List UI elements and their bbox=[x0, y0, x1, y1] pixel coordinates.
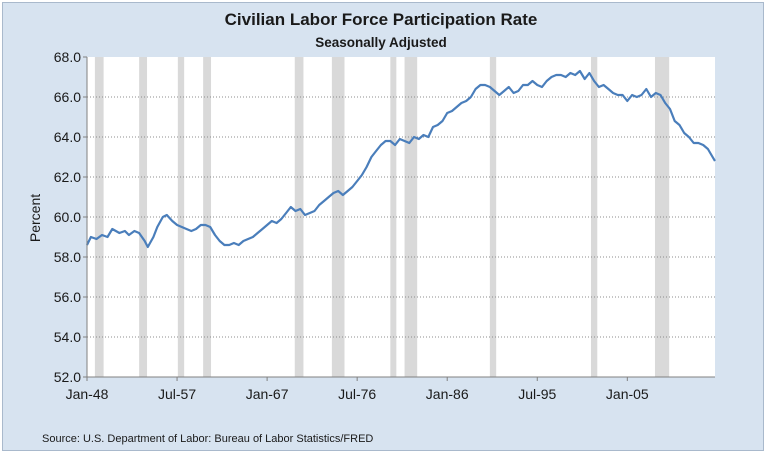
recession-band bbox=[139, 57, 148, 377]
y-tick-label: 66.0 bbox=[54, 89, 81, 105]
x-tick-label: Jul-57 bbox=[158, 386, 196, 402]
chart-source: Source: U.S. Department of Labor: Bureau… bbox=[42, 433, 374, 445]
recession-band bbox=[489, 57, 497, 377]
plot-area bbox=[87, 57, 715, 377]
y-tick-label: 60.0 bbox=[54, 209, 81, 225]
x-tick-label: Jan-67 bbox=[246, 386, 289, 402]
y-tick-label: 64.0 bbox=[54, 129, 81, 145]
y-tick-label: 62.0 bbox=[54, 169, 81, 185]
series-line bbox=[86, 69, 716, 249]
y-tick-label: 56.0 bbox=[54, 289, 81, 305]
recession-band bbox=[177, 57, 185, 377]
x-tick-label: Jul-95 bbox=[518, 386, 556, 402]
y-tick-label: 68.0 bbox=[54, 49, 81, 65]
y-tick-label: 52.0 bbox=[54, 369, 81, 385]
chart-title: Civilian Labor Force Participation Rate bbox=[224, 10, 538, 29]
recession-band bbox=[404, 57, 418, 377]
x-tick-label: Jan-86 bbox=[426, 386, 469, 402]
recession-band bbox=[294, 57, 304, 377]
x-tick-label: Jan-48 bbox=[66, 386, 109, 402]
recession-band bbox=[654, 57, 670, 377]
chart-subtitle: Seasonally Adjusted bbox=[315, 35, 447, 50]
x-tick-label: Jul-76 bbox=[338, 386, 376, 402]
y-tick-label: 54.0 bbox=[54, 329, 81, 345]
y-tick-label: 58.0 bbox=[54, 249, 81, 265]
x-tick-label: Jan-05 bbox=[606, 386, 649, 402]
y-axis-label: Percent bbox=[27, 194, 43, 242]
recession-band bbox=[331, 57, 345, 377]
